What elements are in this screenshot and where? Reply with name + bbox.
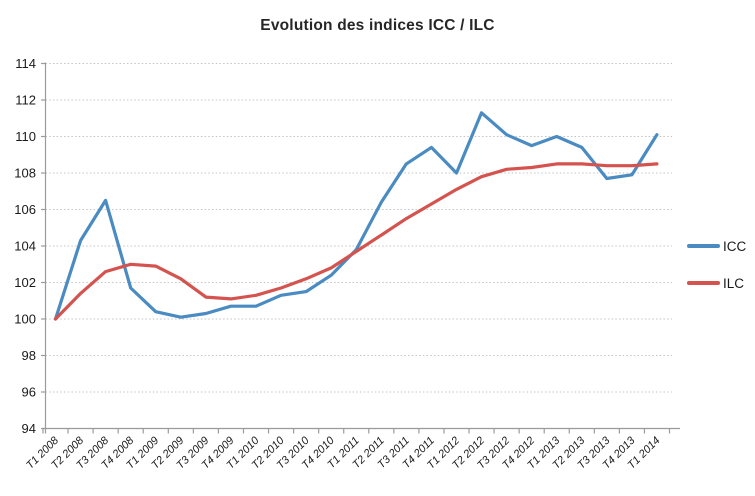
series-line-ilc (53, 162, 659, 321)
y-axis-label: 100 (14, 312, 36, 327)
y-axis-label: 114 (15, 56, 36, 71)
y-axis-label: 112 (15, 93, 36, 108)
legend: ICC ILC (687, 238, 747, 291)
legend-line-sample-ilc (687, 281, 720, 285)
legend-label-ilc: ILC (723, 275, 745, 291)
legend-label-icc: ICC (723, 238, 747, 254)
y-axis-label: 108 (14, 166, 36, 181)
y-axis-label: 110 (15, 129, 36, 144)
y-axis-label: 98 (22, 348, 36, 363)
chart-title: Evolution des indices ICC / ILC (260, 17, 495, 34)
series-line-icc (53, 111, 659, 321)
y-axis-label: 94 (22, 421, 36, 436)
y-axis-label: 104 (14, 239, 36, 254)
y-axis-label: 96 (22, 385, 36, 400)
legend-item-icc: ICC (687, 238, 747, 254)
legend-item-ilc: ILC (687, 275, 746, 291)
y-axis-label: 102 (14, 275, 36, 290)
legend-line-sample-icc (687, 244, 720, 248)
y-axis-label: 106 (14, 202, 36, 217)
